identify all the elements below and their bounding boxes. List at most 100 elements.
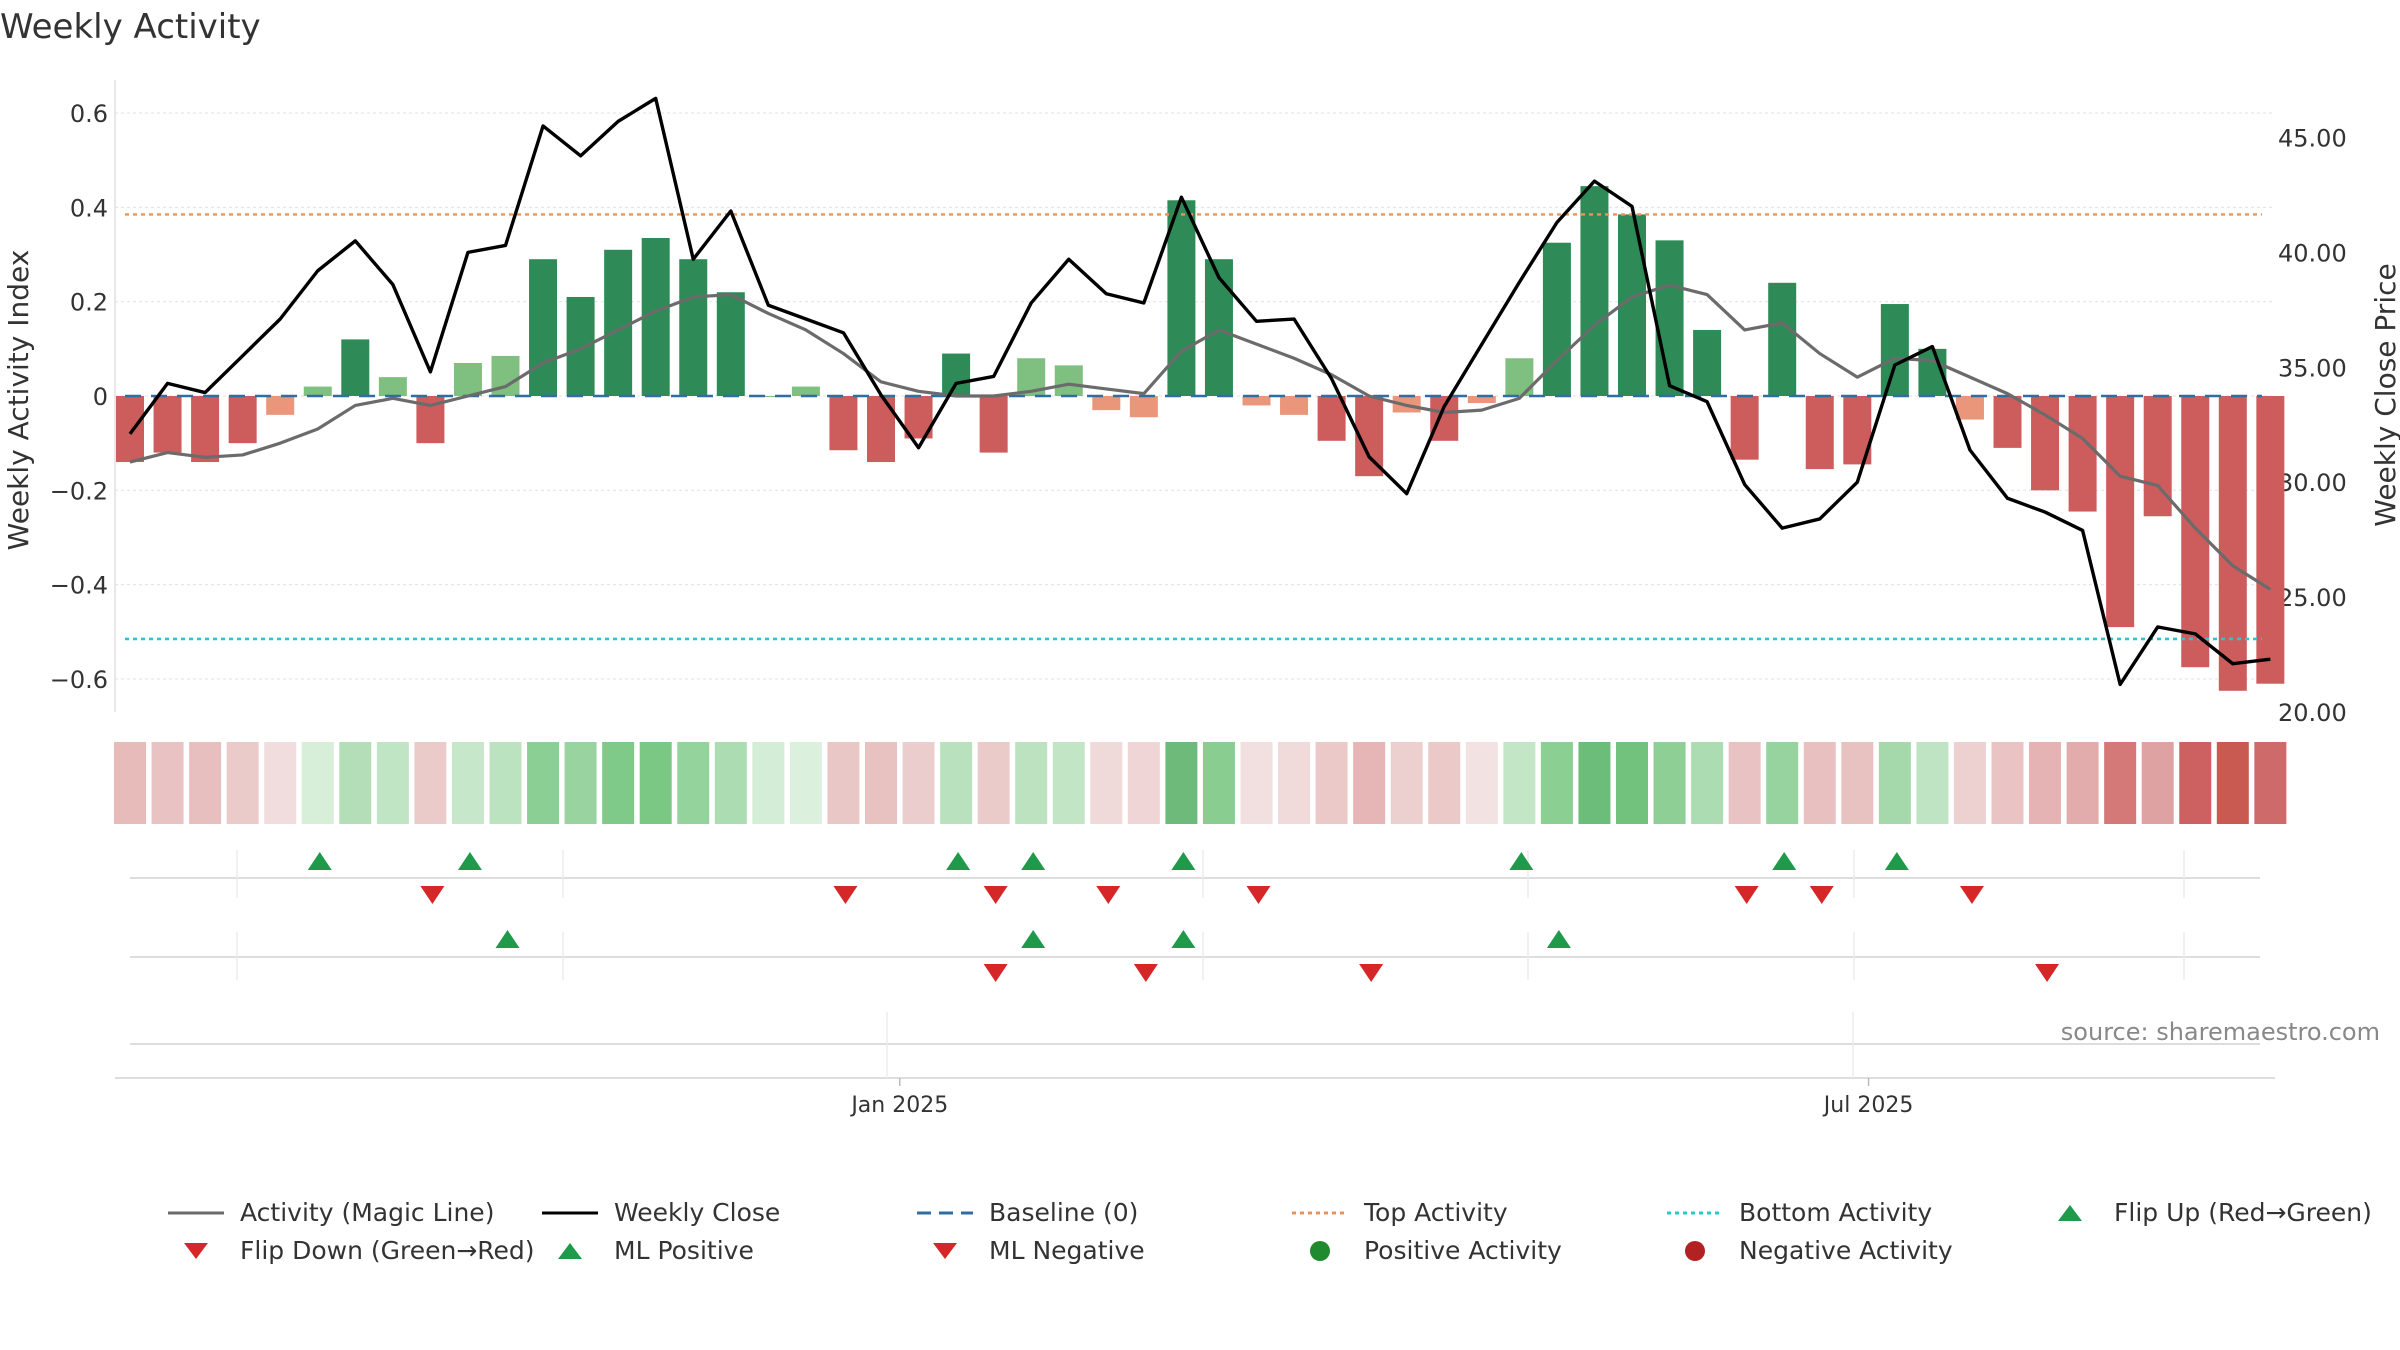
heat-cell xyxy=(1578,742,1611,824)
flip-up-marker xyxy=(1021,852,1046,870)
heat-cell xyxy=(1916,742,1949,824)
activity-bar xyxy=(228,396,257,444)
heat-cell xyxy=(639,742,672,824)
legend-swatch xyxy=(1667,1211,1723,1214)
y-right-tick-label: 35.00 xyxy=(2278,354,2347,382)
flip-up-marker xyxy=(1509,852,1534,870)
activity-bar xyxy=(2068,396,2097,512)
activity-bar xyxy=(2181,396,2210,668)
activity-bar xyxy=(1204,259,1233,396)
heat-cell xyxy=(789,742,822,824)
activity-bar xyxy=(1805,396,1834,470)
activity-bar xyxy=(1430,396,1459,441)
heat-cell xyxy=(1616,742,1648,824)
activity-bar xyxy=(979,396,1008,453)
activity-bar xyxy=(566,296,595,396)
magic-line xyxy=(129,283,2272,591)
heat-cell xyxy=(714,742,747,824)
activity-bar xyxy=(829,396,858,451)
legend-label: Flip Down (Green→Red) xyxy=(240,1236,535,1265)
heat-cell xyxy=(752,742,785,824)
activity-bar xyxy=(791,386,820,396)
legend-label: Activity (Magic Line) xyxy=(240,1198,495,1227)
activity-bar xyxy=(1467,396,1496,404)
legend-item: ML Negative xyxy=(915,1236,1145,1265)
y-axis-right-label: Weekly Close Price xyxy=(2369,263,2400,526)
legend-swatch xyxy=(542,1211,598,1214)
heat-cell xyxy=(301,742,334,824)
ml-positive-marker xyxy=(495,930,520,948)
ml-positive-marker xyxy=(1021,930,1046,948)
activity-bar xyxy=(1317,396,1346,441)
ml-negative-marker xyxy=(2035,964,2060,982)
heat-cell xyxy=(564,742,597,824)
x-tick-label: Jan 2025 xyxy=(849,1093,948,1118)
heat-cell xyxy=(677,742,710,824)
flip-down-marker xyxy=(420,886,445,904)
y-left-tick-label: 0.6 xyxy=(70,100,108,128)
heat-cell xyxy=(414,742,447,824)
activity-bar xyxy=(1129,396,1158,418)
ml-negative-marker xyxy=(1133,964,1158,982)
y-left-tick-label: −0.2 xyxy=(50,477,108,505)
heat-cell xyxy=(827,742,860,824)
heat-cell xyxy=(1878,742,1911,824)
legend-item: Weekly Close xyxy=(540,1198,780,1227)
heat-cell xyxy=(264,742,297,824)
heat-cell xyxy=(114,742,146,824)
activity-bar xyxy=(1693,329,1722,396)
flip-down-marker xyxy=(983,886,1008,904)
legend-swatch xyxy=(1685,1240,1705,1261)
activity-bars xyxy=(116,186,2285,691)
ml-negative-marker xyxy=(1359,964,1384,982)
flip-up-marker xyxy=(457,852,482,870)
flip-markers xyxy=(115,850,2275,1079)
legend-label: ML Negative xyxy=(989,1236,1145,1265)
heat-cell xyxy=(1090,742,1123,824)
heat-cell xyxy=(2104,742,2137,824)
flip-up-marker xyxy=(1772,852,1797,870)
chart-title: Weekly Activity xyxy=(0,7,261,47)
legend-swatch xyxy=(2058,1204,2082,1221)
activity-bar xyxy=(2031,396,2060,491)
heat-cell xyxy=(1240,742,1273,824)
activity-bar xyxy=(604,249,633,396)
heat-cell xyxy=(2141,742,2174,824)
heat-cell xyxy=(1278,742,1311,824)
heat-cell xyxy=(527,742,560,824)
ml-negative-marker xyxy=(983,964,1008,982)
heat-cell xyxy=(2029,742,2062,824)
heat-cell xyxy=(1052,742,1085,824)
y-left-tick-label: 0.2 xyxy=(70,289,108,317)
activity-bar xyxy=(116,396,144,463)
activity-bar xyxy=(1092,396,1121,411)
flip-up-marker xyxy=(946,852,971,870)
activity-bar xyxy=(191,396,220,463)
heat-cell xyxy=(1953,742,1986,824)
activity-bar xyxy=(1280,396,1309,415)
activity-bar xyxy=(754,396,783,397)
ml-positive-marker xyxy=(1546,930,1571,948)
legend-label: Baseline (0) xyxy=(989,1198,1139,1227)
legend-item: Activity (Magic Line) xyxy=(166,1198,494,1227)
flip-up-marker xyxy=(307,852,332,870)
heat-cell xyxy=(1841,742,1874,824)
legend-item: Flip Up (Red→Green) xyxy=(2040,1198,2372,1227)
heat-cell xyxy=(1165,742,1198,824)
y-right-tick-label: 30.00 xyxy=(2278,469,2347,497)
activity-bar xyxy=(378,377,407,396)
legend-item: Positive Activity xyxy=(1290,1236,1562,1265)
activity-bar xyxy=(453,362,482,396)
heat-cell xyxy=(339,742,372,824)
activity-bar xyxy=(942,353,971,396)
heat-cell xyxy=(189,742,222,824)
legend-item: Bottom Activity xyxy=(1665,1198,1932,1227)
y-right-tick-label: 20.00 xyxy=(2278,699,2347,727)
legend-item: Baseline (0) xyxy=(915,1198,1138,1227)
chart-lines xyxy=(125,96,2272,687)
heat-cell xyxy=(977,742,1010,824)
activity-bar xyxy=(2106,396,2135,628)
legend-swatch xyxy=(1310,1240,1330,1261)
activity-bar xyxy=(303,386,332,396)
heat-cell xyxy=(489,742,522,824)
